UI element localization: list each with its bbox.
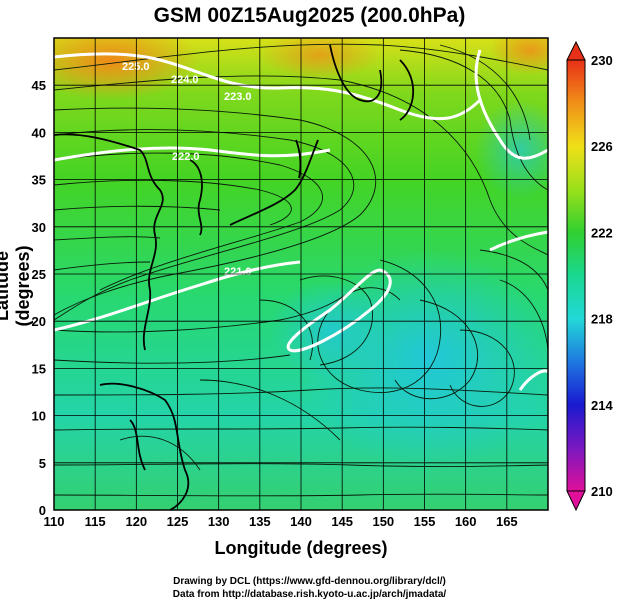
y-tick-label: 0 [39,503,46,518]
y-tick-label: 5 [39,456,46,471]
y-tick-label: 25 [32,267,46,282]
grid-lines [54,38,548,510]
y-axis-ticks: 0 5 10 15 20 25 30 35 40 45 [32,78,46,518]
colorbar-tick-label: 226 [591,139,613,154]
x-tick-label: 110 [44,514,65,529]
plot-frame [53,37,549,511]
x-axis-ticks: 110 115 120 125 130 135 140 145 150 155 160 165 [44,514,518,529]
wind-streamlines [54,43,548,497]
colorbar-tick-label: 222 [591,225,613,240]
x-tick-label: 160 [455,514,477,529]
credit-line-dcl: Drawing by DCL (https://www.gfd-dennou.o… [173,576,446,587]
x-tick-label: 125 [167,514,189,529]
contour-label: 224.0 [171,74,199,86]
x-tick-label: 130 [208,514,230,529]
contour-label: 221.0 [224,266,252,278]
contour-label: 222.0 [172,151,200,163]
temperature-field [54,38,548,510]
contour-labels: 225.0 224.0 223.0 222.0 221.0 [122,61,252,278]
x-tick-label: 140 [290,514,312,529]
map-title: GSM 00Z15Aug2025 (200.0hPa) [153,4,466,27]
colorbar: 210 214 218 222 226 230 [566,40,613,512]
colorbar-tick-label: 214 [591,398,613,413]
x-tick-label: 145 [331,514,353,529]
coastlines [54,44,415,510]
colorbar-tick-label: 230 [591,53,613,68]
x-axis-label: Longitude (degrees) [214,538,388,558]
colorbar-tick-label: 218 [591,312,613,327]
credit-line-data-source: Data from http://database.rish.kyoto-u.a… [172,589,447,600]
y-tick-label: 40 [32,125,46,140]
temperature-contours [54,49,548,391]
contour-label: 223.0 [224,91,252,103]
y-tick-label: 35 [32,173,46,188]
colorbar-max-triangle [566,40,586,61]
x-tick-label: 150 [372,514,394,529]
colorbar-min-triangle [566,490,586,512]
y-tick-label: 10 [32,409,46,424]
colorbar-gradient [566,59,586,492]
x-tick-label: 165 [496,514,518,529]
y-tick-label: 45 [32,78,46,93]
x-tick-label: 115 [85,514,106,529]
x-tick-label: 155 [414,514,436,529]
y-tick-label: 30 [32,220,46,235]
y-tick-label: 20 [32,314,46,329]
x-tick-label: 120 [125,514,147,529]
contour-label: 225.0 [122,61,150,73]
x-tick-label: 135 [249,514,271,529]
colorbar-tick-label: 210 [591,484,613,499]
y-tick-label: 15 [32,361,46,376]
y-axis-label: Latitude (degrees) [0,245,33,327]
